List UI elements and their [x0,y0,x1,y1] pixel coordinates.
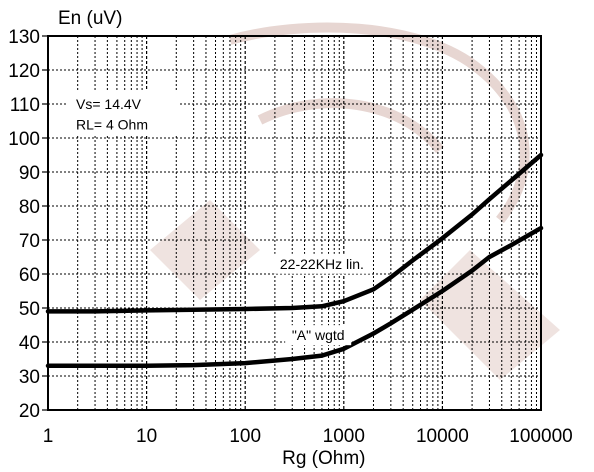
conditions-box [68,90,180,135]
y-tick-label: 100 [8,129,40,150]
y-tick-label: 40 [19,333,40,354]
series-line-a-weighted [45,225,544,369]
y-tick-label: 60 [19,265,40,286]
curve-label-lin: 22-22KHz lin. [280,256,364,272]
y-tick-label: 20 [19,401,40,422]
x-tick-label: 10000 [416,426,469,447]
conditions-vs-label: Vs= 14.4V [76,96,142,112]
x-tick-label: 1000 [323,426,365,447]
label-a-weighted-background [285,325,352,346]
y-tick-label: 90 [19,163,40,184]
y-tick-labels: 130 120 110 100 90 80 70 60 50 40 30 20 [8,27,48,422]
y-axis-title: En (uV) [58,8,122,29]
x-tick-label: 100 [229,426,261,447]
conditions-rl-label: RL= 4 Ohm [76,116,148,132]
x-tick-labels: 1 10 100 1000 10000 100000 [43,426,573,447]
label-lin-background [273,253,370,274]
plot-frame [47,35,542,411]
x-axis-title: Rg (Ohm) [282,448,365,469]
y-tick-label: 70 [19,231,40,252]
x-tick-label: 1 [43,426,54,447]
series-line-lin [45,152,544,314]
curves [45,152,544,369]
x-tick-label: 100000 [509,426,572,447]
y-tick-label: 80 [19,197,40,218]
y-tick-label: 120 [8,61,40,82]
y-tick-label: 110 [10,95,40,116]
y-tick-label: 50 [19,299,40,320]
y-tick-label: 30 [19,367,40,388]
x-tick-label: 10 [136,426,157,447]
y-tick-label: 130 [8,27,40,48]
curve-label-a-weighted: "A" wgtd [292,327,345,343]
